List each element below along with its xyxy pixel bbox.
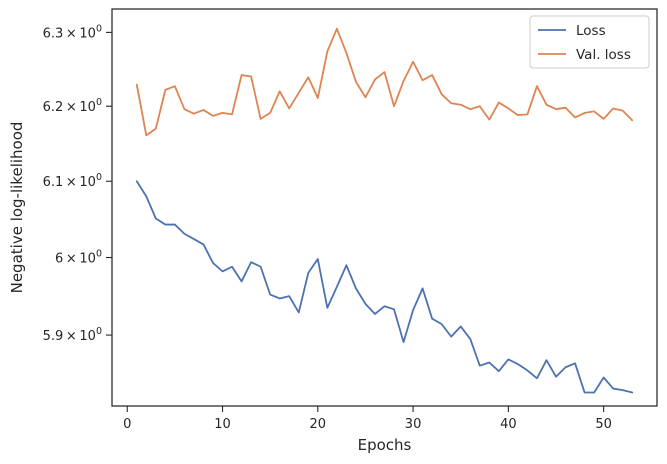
- series-line-loss: [135, 180, 634, 394]
- legend-label-val-loss: Val. loss: [576, 47, 631, 63]
- x-axis-label: Epochs: [358, 436, 412, 454]
- y-tick-label: 6.2 × 100: [43, 97, 102, 115]
- series-line-val-loss: [135, 27, 634, 137]
- x-tick-label: 10: [214, 417, 231, 432]
- x-tick-label: 0: [123, 417, 131, 432]
- legend: Loss Val. loss: [529, 15, 650, 69]
- legend-label-loss: Loss: [576, 23, 606, 39]
- legend-box: [529, 15, 650, 69]
- x-tick-label: 50: [595, 417, 612, 432]
- y-axis-label: Negative log-likelihood: [8, 122, 26, 294]
- y-tick-label: 6.1 × 100: [43, 172, 102, 190]
- x-tick-label: 20: [310, 417, 327, 432]
- x-tick-label: 40: [500, 417, 517, 432]
- plot-frame: [111, 8, 658, 407]
- x-tick-label: 30: [405, 417, 422, 432]
- y-tick-label: 6.3 × 100: [43, 23, 102, 41]
- y-tick-label: 6 × 100: [55, 249, 102, 267]
- y-tick-label: 5.9 × 100: [43, 326, 102, 344]
